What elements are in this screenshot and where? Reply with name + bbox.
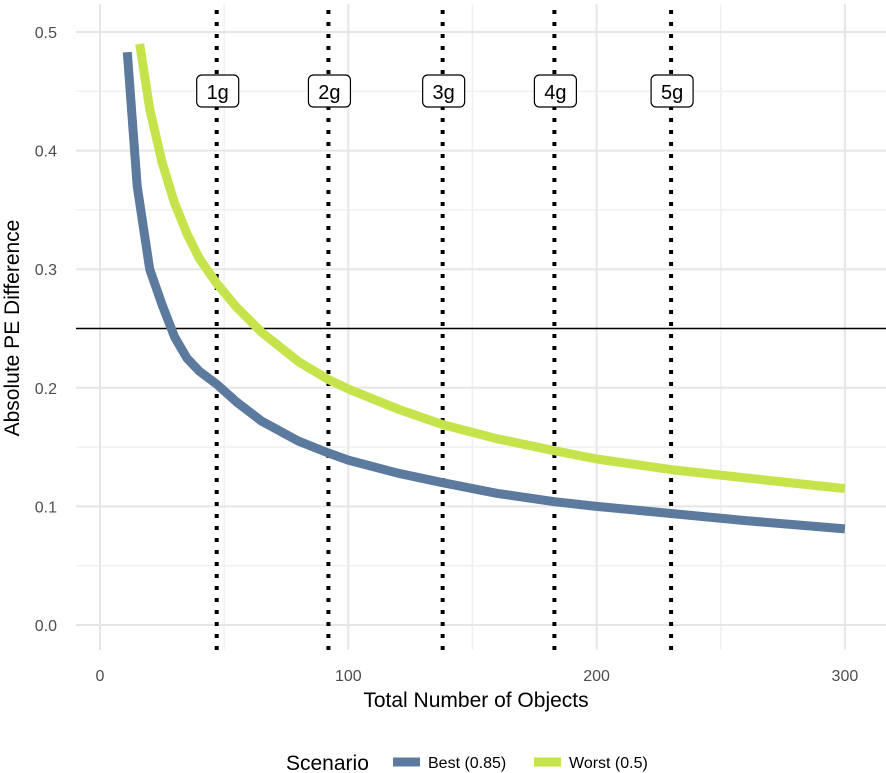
reference-label-5g: 5g	[650, 74, 694, 108]
reference-label-text: 4g	[544, 82, 566, 104]
series-lines	[122, 43, 846, 534]
reference-label-box	[422, 74, 466, 108]
reference-label-text: 2g	[318, 82, 340, 104]
reference-label-text: 3g	[433, 82, 455, 104]
reference-label-text: 5g	[661, 82, 683, 104]
x-tick-label: 100	[335, 668, 362, 685]
reference-label-box	[196, 74, 240, 108]
reference-line-labels: 1g 2g 3g 4g 5g	[196, 74, 694, 108]
legend-title: Scenario	[286, 752, 369, 773]
legend-label-worst: Worst (0.5)	[569, 755, 648, 772]
reference-label-box	[307, 74, 352, 108]
series-line-worst	[135, 43, 846, 494]
x-axis-title: Total Number of Objects	[363, 689, 588, 712]
reference-label-text: 1g	[207, 82, 229, 104]
reference-label-1g: 1g	[196, 74, 240, 108]
reference-label-2g: 2g	[307, 74, 352, 108]
reference-label-box	[650, 74, 694, 108]
x-tick-label: 200	[583, 668, 610, 685]
y-tick-label: 0.4	[35, 144, 57, 161]
y-tick-label: 0.5	[35, 25, 57, 42]
y-axis-title: Absolute PE Difference	[1, 220, 24, 437]
reference-label-3g: 3g	[422, 74, 466, 108]
x-tick-label: 0	[96, 668, 105, 685]
series-line-best	[122, 51, 846, 534]
x-tick-label: 300	[832, 668, 859, 685]
reference-label-box	[533, 74, 577, 108]
y-tick-label: 0.1	[35, 499, 57, 516]
legend: Scenario Best (0.85) Worst (0.5)	[286, 752, 648, 773]
legend-label-best: Best (0.85)	[428, 755, 506, 772]
reference-label-4g: 4g	[533, 74, 577, 108]
tick-labels: 0 100 200 300 0.0 0.1 0.2 0.3 0.4 0.5	[35, 25, 859, 685]
y-tick-label: 0.3	[35, 262, 57, 279]
y-tick-label: 0.2	[35, 381, 57, 398]
y-tick-label: 0.0	[35, 618, 57, 635]
grid	[76, 4, 886, 650]
